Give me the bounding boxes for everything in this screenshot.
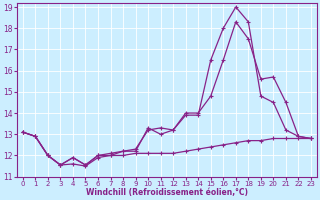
X-axis label: Windchill (Refroidissement éolien,°C): Windchill (Refroidissement éolien,°C)	[86, 188, 248, 197]
